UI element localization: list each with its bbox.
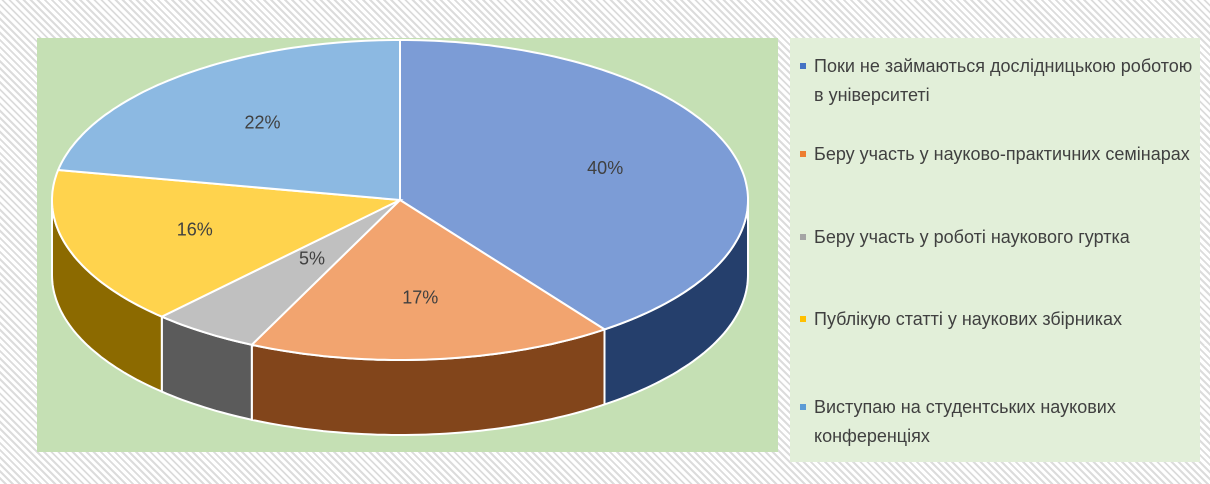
legend-label: Публікую статті у наукових збірниках <box>814 309 1122 329</box>
data-label: 22% <box>244 112 280 132</box>
legend-label: Беру участь у роботі наукового гуртка <box>814 227 1130 247</box>
legend-label: Поки не займаються дослідницькою роботою… <box>814 56 1193 105</box>
legend-swatch <box>800 63 806 69</box>
pie-slice <box>51 168 404 318</box>
legend-swatch <box>800 316 806 322</box>
pie-slice <box>56 39 401 202</box>
legend-label: Виступаю на студентських наукових конфер… <box>814 397 1116 446</box>
pie-slice <box>159 199 401 346</box>
legend-swatch <box>800 234 806 240</box>
legend: Поки не займаються дослідницькою роботою… <box>790 38 1200 462</box>
legend-swatch <box>800 151 806 157</box>
legend-entry: Беру участь у науково-практичних семінар… <box>798 140 1198 169</box>
legend-entry: Поки не займаються дослідницькою роботою… <box>798 52 1198 110</box>
data-label: 5% <box>299 248 325 268</box>
pie-slice <box>249 198 607 361</box>
legend-label: Беру участь у науково-практичних семінар… <box>814 144 1190 164</box>
pie-slice <box>399 39 749 331</box>
data-label: 17% <box>402 288 438 308</box>
legend-entry: Беру участь у роботі наукового гуртка <box>798 223 1198 252</box>
legend-entry: Виступаю на студентських наукових конфер… <box>798 393 1198 451</box>
legend-swatch <box>800 404 806 410</box>
data-label: 16% <box>177 219 213 239</box>
data-label: 40% <box>587 158 623 178</box>
legend-entry: Публікую статті у наукових збірниках <box>798 305 1198 334</box>
